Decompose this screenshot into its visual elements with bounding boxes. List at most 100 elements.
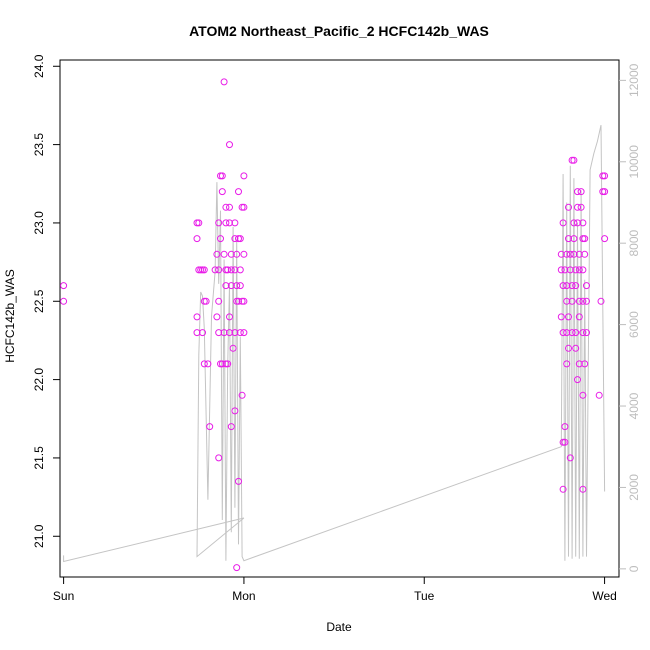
x-tick-label: Mon — [232, 589, 255, 603]
data-point — [583, 282, 590, 290]
y2-tick-label: 0 — [627, 565, 641, 572]
data-point — [236, 329, 244, 337]
data-point — [557, 313, 565, 321]
data-point — [575, 250, 583, 258]
data-point — [240, 172, 248, 180]
data-point — [566, 250, 574, 258]
data-point — [204, 360, 212, 368]
data-point — [220, 329, 228, 337]
data-point — [565, 203, 572, 211]
data-point — [579, 391, 587, 399]
data-point — [568, 297, 576, 305]
data-point — [220, 250, 228, 258]
data-point — [581, 360, 589, 368]
data-point — [559, 329, 567, 337]
series-points-layer — [60, 78, 609, 572]
data-point — [229, 344, 237, 352]
data-point — [557, 266, 565, 274]
data-point — [583, 329, 590, 337]
data-point — [559, 485, 567, 493]
x-tick-label: Sun — [53, 589, 74, 603]
data-point — [575, 360, 583, 368]
data-point — [575, 297, 583, 305]
data-point — [561, 438, 569, 446]
data-point — [227, 266, 235, 274]
data-point — [226, 141, 233, 149]
y-tick-label: 24.0 — [32, 54, 46, 78]
data-point — [557, 250, 565, 258]
data-point — [231, 219, 239, 227]
data-point — [215, 297, 223, 305]
data-point — [579, 266, 587, 274]
y-tick-label: 22.0 — [32, 368, 46, 392]
data-point — [231, 266, 239, 274]
data-point — [572, 282, 580, 290]
data-point — [226, 219, 233, 227]
data-point — [213, 313, 221, 321]
x-axis-label: Date — [326, 620, 352, 634]
y2-tick-label: 8000 — [627, 230, 641, 257]
data-point — [240, 329, 248, 337]
x-tick-label: Tue — [414, 589, 435, 603]
data-point — [206, 423, 214, 431]
data-point — [565, 344, 572, 352]
data-point — [563, 360, 571, 368]
data-point — [222, 203, 230, 211]
y-tick-label: 23.5 — [32, 133, 46, 157]
data-point — [577, 188, 585, 196]
data-point — [215, 329, 223, 337]
series-line — [63, 124, 606, 563]
data-point — [226, 203, 233, 211]
y2-tick-label: 6000 — [627, 311, 641, 338]
series-line-layer — [63, 124, 606, 563]
data-point — [231, 235, 239, 243]
data-point — [559, 282, 567, 290]
data-point — [570, 235, 578, 243]
data-point — [572, 344, 580, 352]
data-point — [222, 282, 230, 290]
data-point — [233, 564, 241, 572]
data-point — [577, 203, 585, 211]
data-point — [563, 282, 571, 290]
data-point — [236, 235, 244, 243]
chart-title: ATOM2 Northeast_Pacific_2 HCFC142b_WAS — [189, 23, 489, 39]
data-point — [60, 297, 68, 305]
data-point — [215, 219, 223, 227]
data-point — [581, 250, 589, 258]
data-point — [231, 329, 239, 337]
data-point — [579, 329, 587, 337]
data-point — [224, 266, 232, 274]
y-axis-label: HCFC142b_WAS — [3, 269, 17, 363]
data-point — [211, 266, 219, 274]
data-point — [213, 250, 221, 258]
data-point — [215, 266, 223, 274]
data-point — [222, 219, 230, 227]
data-point — [227, 423, 235, 431]
data-point — [226, 329, 233, 337]
data-point — [195, 219, 203, 227]
data-point — [579, 485, 587, 493]
data-point — [226, 313, 233, 321]
data-point — [227, 250, 235, 258]
data-point — [583, 297, 590, 305]
data-point — [240, 203, 248, 211]
y2-tick-label: 12000 — [627, 63, 641, 97]
y2-tick-label: 2000 — [627, 474, 641, 501]
data-point — [235, 297, 242, 305]
data-point — [574, 203, 581, 211]
data-point — [563, 250, 571, 258]
data-point — [563, 329, 571, 337]
data-point — [601, 188, 609, 196]
data-point — [565, 313, 572, 321]
data-point — [568, 329, 576, 337]
axes-layer: Sun Mon Tue Wed 21.0 21.5 22.0 22.5 23.0 23.5 24.0… — [32, 54, 641, 603]
data-point — [597, 297, 605, 305]
y-tick-label: 23.0 — [32, 211, 46, 235]
y2-tick-label: 10000 — [627, 145, 641, 179]
y-tick-label: 21.0 — [32, 524, 46, 548]
data-point — [236, 266, 244, 274]
data-point — [574, 376, 581, 384]
data-point — [218, 188, 226, 196]
data-point — [193, 313, 201, 321]
data-point — [220, 78, 228, 86]
